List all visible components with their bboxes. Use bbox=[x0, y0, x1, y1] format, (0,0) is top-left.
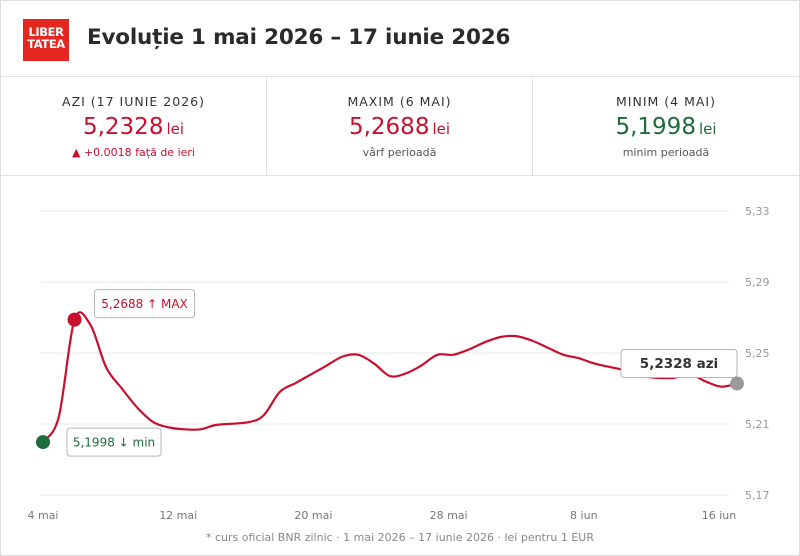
x-tick-label: 20 mai bbox=[294, 509, 332, 522]
stat-min: MINIM (4 MAI) 5,1998 lei minim perioadă bbox=[533, 78, 799, 176]
libertatea-logo[interactable]: LIBER TATEA bbox=[23, 19, 69, 61]
stat-today-unit: lei bbox=[166, 120, 185, 138]
stat-today-value: 5,2328 lei bbox=[1, 114, 266, 140]
stat-today-label: AZI (17 IUNIE 2026) bbox=[62, 94, 205, 109]
chart-title: Evoluție 1 mai 2026 – 17 iunie 2026 bbox=[87, 25, 511, 50]
stat-max: MAXIM (6 MAI) 5,2688 lei vârf perioadă bbox=[267, 78, 533, 176]
line-chart: 5,33 5,29 5,25 5,21 5,17 4 mai 12 mai 20 mai 28 … bbox=[27, 205, 770, 522]
x-tick-label: 12 mai bbox=[159, 509, 197, 522]
annotation-label: 5,2688 ↑ MAX bbox=[101, 297, 187, 311]
stat-max-value: 5,2688 lei bbox=[267, 114, 532, 140]
annotation-marker bbox=[36, 435, 50, 450]
stats-row: AZI (17 IUNIE 2026) 5,2328 lei ▲ +0.0018 … bbox=[1, 78, 799, 176]
y-tick-label: 5,29 bbox=[745, 276, 770, 289]
stat-min-note: minim perioadă bbox=[622, 146, 710, 159]
stat-min-unit: lei bbox=[698, 120, 717, 138]
y-tick-label: 5,21 bbox=[745, 418, 770, 431]
logo-line-2: TATEA bbox=[27, 37, 65, 51]
x-tick-label: 4 mai bbox=[27, 509, 58, 522]
annotation-marker bbox=[730, 376, 744, 391]
x-tick-label: 8 iun bbox=[570, 509, 598, 522]
annotation-box bbox=[620, 349, 738, 379]
stat-today-change: ▲ +0.0018 față de ieri bbox=[72, 146, 195, 159]
stat-max-number: 5,2688 bbox=[348, 114, 430, 140]
x-tick-label: 16 iun bbox=[702, 509, 737, 522]
stat-max-label: MAXIM (6 MAI) bbox=[347, 94, 452, 109]
logo-line-1: LIBER bbox=[28, 25, 64, 39]
annotation-box bbox=[66, 427, 162, 457]
annotation-marker bbox=[67, 312, 82, 327]
stat-today-number: 5,2328 bbox=[82, 114, 164, 140]
stat-min-label: MINIM (4 MAI) bbox=[616, 94, 716, 109]
y-tick-label: 5,33 bbox=[745, 205, 770, 218]
stat-max-unit: lei bbox=[432, 120, 451, 138]
annotation-label: 5,1998 ↓ min bbox=[73, 436, 155, 450]
stat-min-number: 5,1998 bbox=[615, 114, 696, 140]
stat-max-note: vârf perioadă bbox=[362, 146, 437, 159]
annotation-box bbox=[94, 289, 196, 319]
y-tick-label: 5,17 bbox=[745, 489, 770, 502]
annotation-label: 5,2328 azi bbox=[640, 356, 718, 372]
y-tick-label: 5,25 bbox=[745, 347, 770, 360]
x-tick-label: 28 mai bbox=[430, 509, 468, 522]
stat-min-value: 5,1998 lei bbox=[533, 114, 799, 140]
stat-today: AZI (17 IUNIE 2026) 5,2328 lei ▲ +0.0018 … bbox=[1, 78, 267, 176]
card-header: LIBER TATEA Evoluție 1 mai 2026 – 17 iun… bbox=[1, 1, 799, 77]
chart-footnote: * curs oficial BNR zilnic · 1 mai 2026 –… bbox=[205, 531, 595, 544]
